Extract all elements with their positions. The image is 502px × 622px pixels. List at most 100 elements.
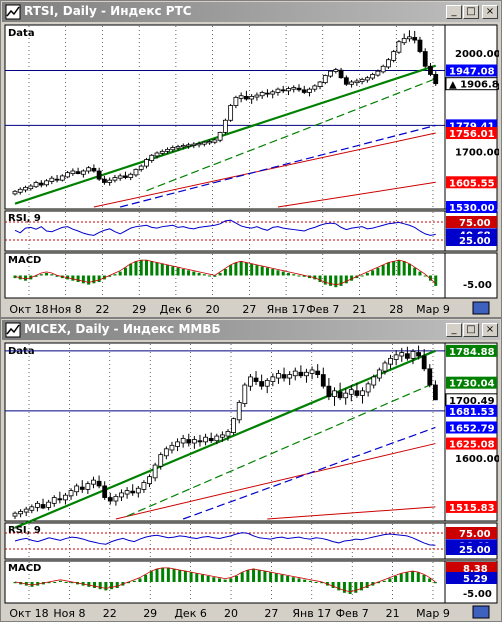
candle-body (326, 385, 332, 398)
macd-histogram-bar (286, 272, 290, 276)
rsi-level-label: 75.00 (459, 218, 491, 229)
macd-histogram-bar (149, 571, 153, 582)
candle-body (276, 373, 281, 379)
macd-histogram-bar (92, 275, 96, 284)
minimize-button[interactable]: _ (446, 323, 462, 337)
macd-histogram-bar (428, 275, 432, 281)
macd-histogram-bar (399, 573, 403, 582)
candle-body (133, 168, 139, 176)
candle-body (91, 167, 97, 172)
macd-histogram-bar (87, 275, 91, 285)
blue-dashed-ma-line (182, 426, 436, 520)
candle-body (96, 480, 102, 487)
macd-histogram-bar (195, 573, 199, 582)
micex-chart[interactable]: Окт 18 Ноя 8 22 29 Дек 6 20 27 Янв 17 Фев 7 21 Мар… (3, 341, 499, 621)
x-tick-label: 21 (353, 303, 367, 316)
macd-histogram-bar (334, 275, 338, 288)
candle-body (320, 374, 326, 387)
blue-dashed-ma-line (120, 124, 436, 208)
candle-body (191, 439, 197, 444)
x-tick-label: Окт 18 (9, 607, 48, 620)
price-label: 1756.01 (449, 129, 495, 140)
candle-body (301, 89, 307, 93)
price-label: 1947.08 (449, 67, 495, 78)
x-tick-label: 27 (242, 303, 256, 316)
candle-body (315, 370, 321, 375)
candle-body (254, 94, 260, 98)
macd-histogram-bar (413, 267, 417, 276)
macd-histogram-bar (250, 263, 254, 276)
macd-histogram-bar (269, 572, 273, 582)
x-tick-label: Окт 18 (9, 303, 48, 316)
macd-histogram-bar (348, 582, 352, 594)
price-label-box (446, 404, 497, 417)
macd-histogram-bar (377, 582, 381, 584)
candle-body (412, 37, 418, 41)
macd-histogram-bar (171, 266, 175, 276)
macd-histogram-bar (113, 274, 117, 276)
maximize-button[interactable]: □ (463, 323, 479, 337)
rtsi-title-bar[interactable]: RTSI, Daily - Индекс РТС _ □ × (2, 2, 500, 22)
micex-window-title: MICEX, Daily - Индекс ММВБ (24, 322, 221, 336)
candle-body (359, 78, 365, 83)
macd-histogram-bar (39, 274, 43, 276)
candle-body (249, 95, 255, 100)
candle-body (432, 384, 438, 401)
candle-body (337, 391, 343, 399)
x-tick-label: 22 (103, 607, 117, 620)
macd-level-label: 8.38 (463, 564, 488, 575)
price-label: 1681.53 (449, 407, 495, 418)
macd-histogram-bar (217, 578, 221, 582)
candle-body (275, 88, 281, 93)
candle-body (197, 440, 203, 443)
macd-level-label: -5.00 (463, 589, 492, 600)
rtsi-chart[interactable]: Окт 18 Ноя 8 22 29 Дек 6 20 27 Янв 17 Фев 7 21 28 М… (3, 23, 499, 317)
macd-histogram-bar (127, 582, 131, 584)
macd-histogram-bar (223, 269, 227, 276)
price-label-box (446, 127, 497, 140)
micex-title-bar[interactable]: MICEX, Daily - Индекс ММВБ _ □ × (2, 320, 500, 340)
chart-window-icon (5, 4, 21, 20)
candle-body (422, 51, 428, 67)
macd-histogram-bar (202, 274, 206, 276)
macd-histogram-bar (235, 576, 239, 582)
macd-histogram-bar (239, 261, 243, 276)
candle-body (44, 180, 49, 186)
candle-body (417, 39, 423, 52)
macd-histogram-bar (155, 568, 159, 582)
price-label: 1779.41 (449, 121, 495, 132)
candle-body (248, 376, 253, 387)
candle-body (343, 77, 349, 85)
rsi-panel-label: RSI, 9 (8, 525, 41, 536)
macd-histogram-bar (433, 582, 437, 584)
minimize-button[interactable]: _ (446, 5, 462, 19)
macd-histogram-bar (386, 262, 390, 276)
rsi-level-label: 25.00 (459, 236, 491, 247)
candle-body (298, 371, 304, 377)
rtsi-chart-window: RTSI, Daily - Индекс РТС _ □ × Окт 18 Ноя… (0, 0, 502, 318)
x-tick-label: Дек 6 (160, 303, 193, 316)
candle-body (154, 152, 160, 157)
green-dashed-ma-line (146, 78, 436, 192)
red-ma-line (267, 506, 436, 520)
macd-histogram-bar (339, 275, 343, 286)
candle-body (203, 436, 208, 443)
macd-histogram-bar (129, 263, 133, 276)
candle-body (428, 65, 433, 75)
rsi-level-box (446, 527, 497, 539)
macd-histogram-bar (70, 582, 74, 584)
x-tick-label: Фев 7 (336, 607, 369, 620)
candle-body (128, 173, 134, 178)
candle-body (180, 145, 186, 148)
x-tick-label: Фев 7 (306, 303, 339, 316)
macd-histogram-bar (360, 275, 364, 277)
macd-histogram-bar (189, 572, 193, 582)
candle-body (332, 390, 337, 398)
macd-histogram-bar (104, 582, 108, 591)
close-button[interactable]: × (482, 323, 498, 337)
maximize-button[interactable]: □ (463, 5, 479, 19)
candle-body (130, 490, 136, 494)
close-button[interactable]: × (482, 5, 498, 19)
macd-histogram-bar (176, 267, 180, 276)
macd-histogram-bar (98, 582, 102, 590)
